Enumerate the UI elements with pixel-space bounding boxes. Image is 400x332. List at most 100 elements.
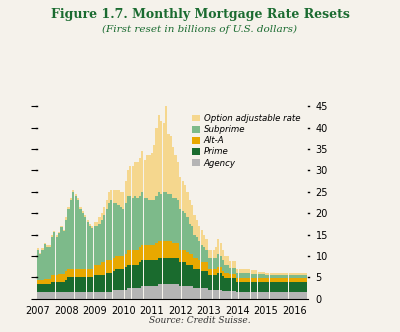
Bar <box>196 258 198 269</box>
Bar <box>215 258 217 269</box>
Bar <box>127 196 129 250</box>
Bar <box>86 292 89 299</box>
Bar <box>53 232 56 275</box>
Bar <box>286 275 288 278</box>
Bar <box>284 273 286 275</box>
Bar <box>60 274 62 282</box>
Bar <box>227 291 229 299</box>
Bar <box>98 217 100 224</box>
Bar <box>84 278 86 292</box>
Bar <box>232 274 234 278</box>
Bar <box>305 278 308 282</box>
Bar <box>182 211 184 250</box>
Bar <box>77 198 79 201</box>
Bar <box>186 192 188 217</box>
Bar <box>144 286 146 299</box>
Bar <box>179 262 182 286</box>
Bar <box>220 267 222 273</box>
Bar <box>115 290 117 299</box>
Bar <box>296 282 298 292</box>
Bar <box>222 260 224 271</box>
Bar <box>288 273 291 275</box>
Bar <box>208 269 210 275</box>
Bar <box>227 256 229 265</box>
Bar <box>279 292 281 299</box>
Bar <box>82 292 84 299</box>
Bar <box>303 292 305 299</box>
Bar <box>182 286 184 299</box>
Bar <box>89 269 91 278</box>
Bar <box>127 250 129 265</box>
Bar <box>267 292 269 299</box>
Bar <box>146 155 148 198</box>
Bar <box>139 288 141 299</box>
Bar <box>229 274 231 278</box>
Bar <box>286 273 288 275</box>
Bar <box>84 217 86 269</box>
Bar <box>229 291 231 299</box>
Bar <box>210 269 212 275</box>
Bar <box>174 243 177 258</box>
Bar <box>282 273 284 275</box>
Bar <box>132 250 134 265</box>
Bar <box>162 124 165 192</box>
Bar <box>182 181 184 211</box>
Bar <box>96 275 98 292</box>
Bar <box>244 278 246 282</box>
Bar <box>265 292 267 299</box>
Bar <box>215 269 217 275</box>
Bar <box>236 273 238 278</box>
Bar <box>227 273 229 278</box>
Bar <box>255 274 258 278</box>
Bar <box>260 272 262 274</box>
Bar <box>189 201 191 224</box>
Bar <box>91 278 94 292</box>
Bar <box>110 190 112 201</box>
Bar <box>91 228 94 269</box>
Bar <box>68 269 70 278</box>
Bar <box>179 286 182 299</box>
Bar <box>165 192 167 241</box>
Bar <box>75 269 77 278</box>
Bar <box>270 282 272 292</box>
Bar <box>279 282 281 292</box>
Bar <box>241 292 243 299</box>
Bar <box>248 282 250 292</box>
Bar <box>262 282 265 292</box>
Bar <box>68 292 70 299</box>
Bar <box>215 247 217 258</box>
Bar <box>284 275 286 278</box>
Bar <box>70 269 72 278</box>
Bar <box>248 278 250 282</box>
Bar <box>288 282 291 292</box>
Bar <box>158 115 160 192</box>
Bar <box>260 292 262 299</box>
Bar <box>260 274 262 278</box>
Bar <box>296 273 298 275</box>
Bar <box>296 292 298 299</box>
Bar <box>293 275 296 278</box>
Bar <box>156 286 158 299</box>
Bar <box>196 269 198 288</box>
Bar <box>293 292 296 299</box>
Bar <box>201 230 203 245</box>
Bar <box>205 239 208 250</box>
Bar <box>167 258 170 284</box>
Bar <box>274 273 276 275</box>
Bar <box>172 198 174 243</box>
Bar <box>222 250 224 260</box>
Bar <box>41 250 44 280</box>
Bar <box>120 207 122 256</box>
Bar <box>284 292 286 299</box>
Bar <box>212 275 215 290</box>
Bar <box>274 282 276 292</box>
Bar <box>286 278 288 282</box>
Bar <box>165 284 167 299</box>
Bar <box>239 292 241 299</box>
Bar <box>56 292 58 299</box>
Bar <box>136 250 139 265</box>
Bar <box>44 284 46 292</box>
Bar <box>103 292 105 299</box>
Bar <box>288 278 291 282</box>
Bar <box>122 192 124 209</box>
